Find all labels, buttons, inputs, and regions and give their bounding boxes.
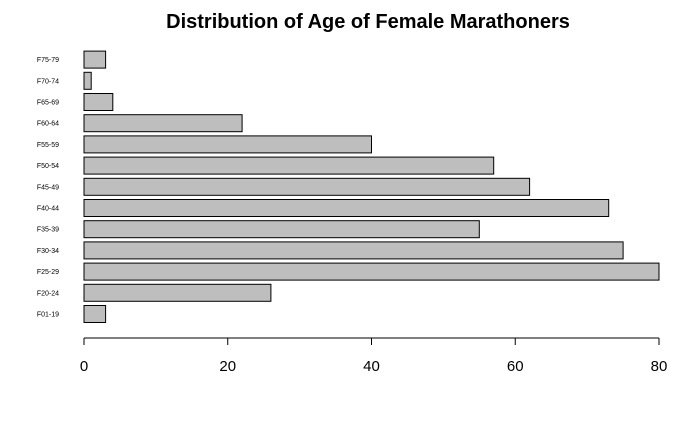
category-label-f75-79: F75-79: [37, 57, 59, 64]
x-tick-label-80: 80: [651, 358, 668, 375]
bar-f65-69: [83, 93, 114, 111]
category-label-f40-44: F40-44: [37, 206, 59, 213]
bar-f20-24: [83, 283, 272, 302]
category-label-f45-49: F45-49: [37, 184, 59, 191]
bar-f01-19: [83, 305, 107, 323]
bar-f40-44: [83, 199, 610, 217]
category-label-f25-29: F25-29: [37, 269, 59, 276]
bar-f55-59: [83, 135, 372, 154]
bar-f70-74: [83, 71, 92, 90]
category-label-f55-59: F55-59: [37, 142, 59, 149]
category-label-f50-54: F50-54: [37, 163, 59, 170]
bar-f35-39: [83, 220, 480, 239]
category-label-f35-39: F35-39: [37, 227, 59, 234]
x-tick-label-0: 0: [80, 358, 88, 375]
category-label-f01-19: F01-19: [37, 312, 59, 319]
bar-f25-29: [83, 262, 660, 281]
bar-f30-34: [83, 241, 624, 260]
x-tick-label-40: 40: [363, 358, 380, 375]
category-label-f70-74: F70-74: [37, 78, 59, 85]
x-axis: 0 20 40 60 80: [80, 337, 668, 375]
bar-f60-64: [83, 114, 243, 133]
x-tick-label-20: 20: [219, 358, 236, 375]
category-labels: F01-19 F20-24 F25-29 F30-34 F35-39 F40-44 F45-…: [37, 57, 59, 318]
bar-f50-54: [83, 156, 495, 175]
bar-f45-49: [83, 177, 531, 196]
category-label-f65-69: F65-69: [37, 100, 59, 107]
category-label-f20-24: F20-24: [37, 290, 59, 297]
bars-group: [83, 50, 660, 323]
category-label-f60-64: F60-64: [37, 121, 59, 128]
x-tick-label-60: 60: [507, 358, 524, 375]
chart-title: Distribution of Age of Female Marathoner…: [166, 11, 570, 33]
category-label-f30-34: F30-34: [37, 248, 59, 255]
bar-f75-79: [83, 50, 107, 69]
